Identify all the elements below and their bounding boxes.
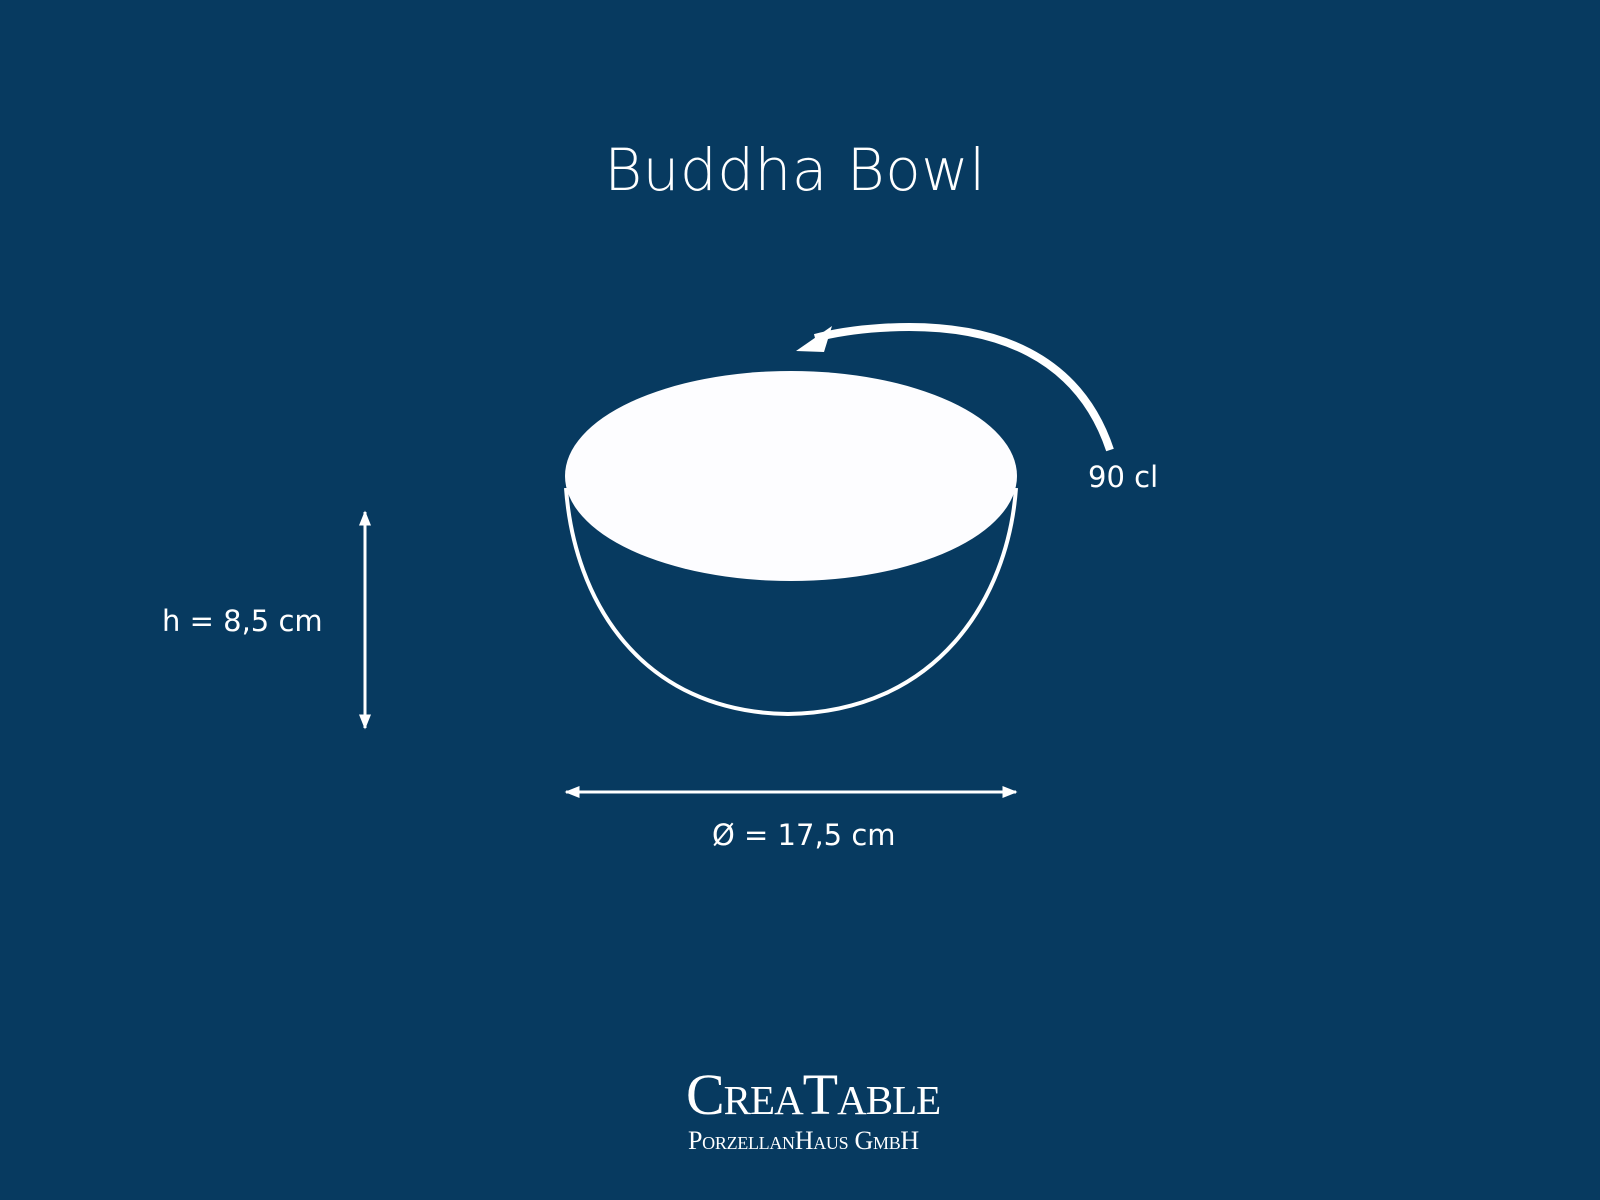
volume-arrow (796, 323, 1114, 452)
bowl-body-outline (564, 487, 1018, 717)
volume-label: 90 cl (1088, 460, 1159, 494)
brand-logo: CreaTable (686, 1062, 941, 1127)
height-label: h = 8,5 cm (162, 604, 323, 638)
diameter-label: Ø = 17,5 cm (712, 818, 896, 852)
bowl-illustration (564, 371, 1018, 717)
company-name: PorzellanHaus GmbH (688, 1126, 919, 1155)
bowl-rim (565, 371, 1017, 581)
page-title: Buddha Bowl (604, 136, 986, 204)
